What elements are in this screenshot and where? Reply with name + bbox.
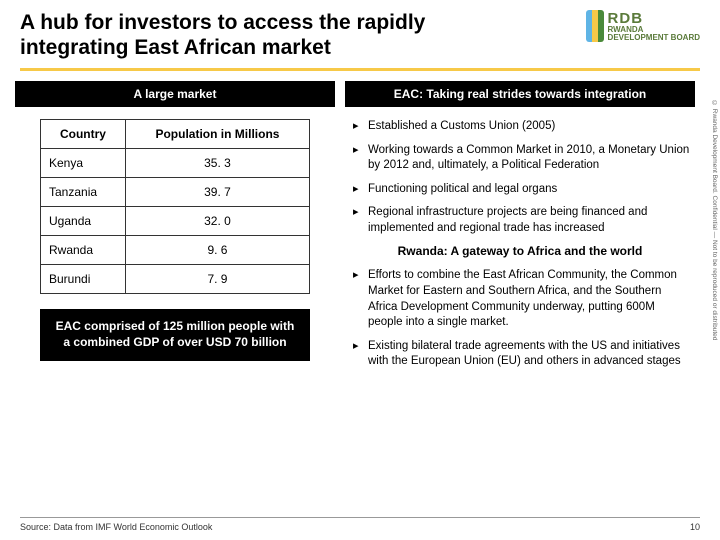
summary-box: EAC comprised of 125 million people with…	[40, 309, 310, 360]
confidential-notice: © Rwanda Development Board. Confidential…	[711, 100, 718, 450]
population-table: CountryPopulation in Millions Kenya35. 3…	[40, 119, 310, 294]
bullet-item: Efforts to combine the East African Comm…	[350, 268, 690, 330]
bullet-item: Regional infrastructure projects are bei…	[350, 205, 690, 236]
table-header: Population in Millions	[125, 120, 309, 149]
table-cell: Uganda	[41, 207, 126, 236]
table-row: Tanzania39. 7	[41, 178, 310, 207]
logo-acronym: RDB	[608, 11, 700, 26]
bullet-item: Established a Customs Union (2005)	[350, 119, 690, 135]
table-row: Burundi7. 9	[41, 265, 310, 294]
table-cell: Tanzania	[41, 178, 126, 207]
source-text: Source: Data from IMF World Economic Out…	[20, 522, 212, 532]
bullet-item: Existing bilateral trade agreements with…	[350, 339, 690, 370]
flag-icon	[586, 10, 604, 42]
table-cell: Rwanda	[41, 236, 126, 265]
integration-bullets: Established a Customs Union (2005) Workin…	[345, 119, 695, 236]
table-row: Rwanda9. 6	[41, 236, 310, 265]
left-section-header: A large market	[15, 81, 335, 107]
divider	[20, 68, 700, 71]
rdb-logo: RDB RWANDA DEVELOPMENT BOARD	[586, 10, 700, 42]
gateway-subheader: Rwanda: A gateway to Africa and the worl…	[345, 244, 695, 258]
table-cell: 35. 3	[125, 149, 309, 178]
page-number: 10	[690, 522, 700, 532]
page-title: A hub for investors to access the rapidl…	[20, 10, 490, 60]
gateway-bullets: Efforts to combine the East African Comm…	[345, 268, 695, 369]
bullet-item: Working towards a Common Market in 2010,…	[350, 143, 690, 174]
logo-line2: DEVELOPMENT BOARD	[608, 34, 700, 42]
table-cell: 39. 7	[125, 178, 309, 207]
table-cell: 32. 0	[125, 207, 309, 236]
table-header: Country	[41, 120, 126, 149]
table-cell: 7. 9	[125, 265, 309, 294]
table-row: Kenya35. 3	[41, 149, 310, 178]
bullet-item: Functioning political and legal organs	[350, 182, 690, 198]
right-section-header: EAC: Taking real strides towards integra…	[345, 81, 695, 107]
table-cell: Kenya	[41, 149, 126, 178]
table-row: Uganda32. 0	[41, 207, 310, 236]
table-cell: 9. 6	[125, 236, 309, 265]
table-cell: Burundi	[41, 265, 126, 294]
